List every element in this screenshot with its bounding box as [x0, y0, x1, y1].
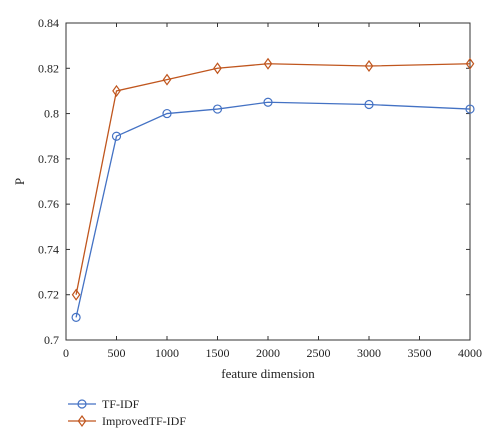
series-improvedtf-idf [71, 57, 475, 301]
data-point [465, 104, 475, 114]
data-point [162, 108, 172, 119]
data-point [112, 84, 121, 97]
y-tick-label: 0.74 [38, 242, 59, 256]
data-point [364, 99, 374, 110]
x-tick-label: 0 [63, 346, 69, 360]
legend: TF-IDF ImprovedTF-IDF [68, 397, 186, 428]
x-tick-label: 4000 [458, 346, 482, 360]
y-axis: 0.7 0.72 0.74 0.76 0.78 0.8 0.82 0.84 [38, 16, 470, 347]
legend-label: ImprovedTF-IDF [102, 414, 186, 428]
x-tick-label: 1500 [206, 346, 230, 360]
y-tick-label: 0.72 [38, 288, 59, 302]
y-axis-title: P [12, 178, 27, 185]
series-layer [71, 57, 475, 322]
data-point [263, 97, 273, 107]
y-tick-label: 0.84 [38, 16, 59, 30]
x-axis: 0 500 1000 1500 2000 2500 3000 3500 4000 [63, 23, 482, 360]
legend-marker [77, 414, 87, 428]
x-tick-label: 500 [108, 346, 126, 360]
data-point [364, 59, 374, 73]
data-point [71, 288, 81, 301]
plot-area: 0 500 1000 1500 2000 2500 3000 3500 4000 0.7 0.72… [38, 16, 482, 360]
y-tick-label: 0.8 [44, 107, 59, 121]
x-axis-title: feature dimension [221, 366, 315, 381]
legend-label: TF-IDF [102, 397, 140, 411]
legend-item: TF-IDF [68, 397, 140, 411]
x-tick-label: 3500 [408, 346, 432, 360]
data-point [263, 57, 273, 70]
y-tick-label: 0.82 [38, 61, 59, 75]
data-point [162, 73, 172, 86]
data-point [465, 57, 475, 70]
x-tick-label: 2000 [256, 346, 280, 360]
legend-item: ImprovedTF-IDF [68, 414, 186, 428]
legend-marker [77, 399, 87, 409]
plot-frame [65, 22, 471, 341]
data-point [71, 312, 81, 322]
series-line [75, 63, 471, 295]
y-tick-label: 0.78 [38, 152, 59, 166]
y-tick-label: 0.76 [38, 197, 59, 211]
series-line [75, 101, 471, 318]
data-point [213, 62, 222, 75]
x-tick-label: 2500 [307, 346, 331, 360]
x-tick-label: 3000 [357, 346, 381, 360]
series-tf-idf [71, 97, 475, 322]
y-tick-label: 0.7 [44, 333, 59, 347]
x-tick-label: 1000 [155, 346, 179, 360]
data-point [111, 131, 122, 141]
data-point [212, 104, 223, 114]
